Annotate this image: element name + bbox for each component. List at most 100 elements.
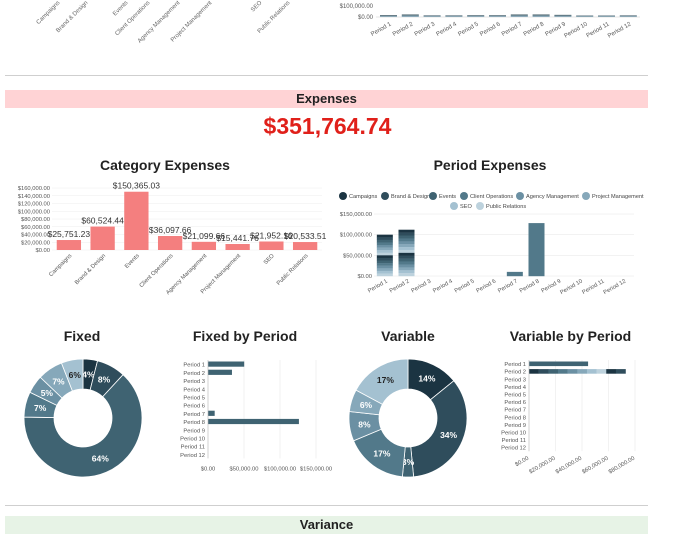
bar [259,241,283,250]
legend-label: Agency Management [526,194,579,200]
variable-donut-chart[interactable]: 14%34%3%17%8%6%17% [345,355,475,485]
x-tick-label: Period 2 [392,21,415,38]
bar [57,240,81,250]
bar-segment [208,411,215,416]
y-tick-label: Period 9 [183,428,205,434]
bar-segment [558,369,568,374]
y-tick-label: Period 1 [183,363,205,369]
x-tick-label: Period 12 [607,21,633,39]
x-tick-label: Period 3 [410,279,432,295]
category-expenses-title: Category Expenses [60,157,270,173]
x-tick-label: Period 1 [367,279,389,295]
y-tick-label: Period 11 [181,445,205,451]
legend-marker [582,192,590,200]
legend-marker [460,192,468,200]
bar-segment [539,369,549,374]
legend-label: Campaigns [349,194,377,200]
bar-segment [377,250,393,253]
bar-segment [377,242,393,245]
bar-segment [377,266,393,269]
legend-label: Events [439,194,456,200]
y-tick-label: $0.00 [358,15,374,21]
slice-label: 7% [52,376,65,386]
bar-segment [377,245,393,248]
x-tick-label: Period 12 [603,279,628,297]
legend-marker [339,192,347,200]
x-tick-label: Period 4 [436,21,459,38]
bar [225,244,249,250]
y-tick-label: Period 7 [183,412,205,418]
section-divider [5,75,648,76]
bar-segment [377,271,393,274]
slice-label: 14% [418,373,435,383]
bar [124,192,148,250]
y-tick-label: Period 8 [183,420,205,426]
x-tick-label: Period 5 [457,21,480,38]
y-tick-label: $150,000.00 [340,212,372,218]
bar-segment [399,244,415,247]
bar-segment [529,223,545,276]
bar-segment [399,238,415,241]
bar-segment [377,235,393,238]
x-tick-label: SEO [250,0,263,13]
x-tick-label: Period 5 [454,279,476,295]
bar-segment [399,250,415,253]
x-tick-label: Period 2 [389,279,411,295]
bar-segment [399,273,415,276]
y-tick-label: $140,000.00 [18,194,50,200]
legend-label: SEO [460,204,472,210]
y-tick-label: Period 10 [501,431,526,437]
x-tick-label: Period 3 [414,21,437,38]
fixed-by-period-title: Fixed by Period [175,328,315,344]
x-tick-label: $40,000.00 [555,456,583,475]
bar-segment [399,267,415,270]
bar [192,242,216,250]
legend-marker [476,202,484,210]
slice-label: 17% [377,375,394,385]
x-tick-label: $60,000.00 [581,456,609,475]
bar-segment [399,264,415,267]
y-tick-label: $120,000.00 [18,202,50,208]
data-label: $20,533.51 [284,231,327,241]
bar-segment [399,235,415,238]
bar-segment [399,241,415,244]
data-label: $60,524.44 [81,216,124,226]
bar-segment [606,369,616,374]
fixed-title: Fixed [32,328,132,344]
x-tick-label: Period 7 [497,279,519,295]
y-tick-label: Period 7 [504,408,526,414]
y-tick-label: $60,000.00 [21,225,50,231]
bar [293,242,317,250]
slice-label: 34% [440,430,457,440]
variable-by-period-title: Variable by Period [498,328,643,344]
bar-segment [377,258,393,261]
bar-segment [399,270,415,273]
slice-label: 6% [69,370,82,380]
x-tick-label: Period 10 [563,21,589,39]
fixed-donut-chart[interactable]: 4%8%64%7%5%7%6% [20,355,150,485]
y-tick-label: Period 9 [504,423,526,429]
y-tick-label: $100,000.00 [340,233,372,239]
x-tick-label: SEO [263,253,276,266]
legend-label: Client Operations [470,194,513,200]
bar-segment [568,369,578,374]
y-tick-label: Period 10 [180,437,205,443]
x-tick-label: Public Relations [276,253,310,287]
bar-segment [529,369,539,374]
bar-segment [616,369,626,374]
legend-marker [381,192,389,200]
slice-label: 64% [92,453,109,463]
x-tick-label: Events [124,253,141,270]
y-tick-label: Period 3 [504,377,526,383]
variable-title: Variable [358,328,458,344]
x-tick-label: $0.00 [514,456,530,468]
bar [158,236,182,250]
x-tick-label: Period 6 [479,21,502,38]
y-tick-label: $100,000.00 [340,4,374,10]
legend-label: Public Relations [486,204,526,210]
x-tick-label: $0.00 [201,466,216,472]
bar-segment [548,369,558,374]
